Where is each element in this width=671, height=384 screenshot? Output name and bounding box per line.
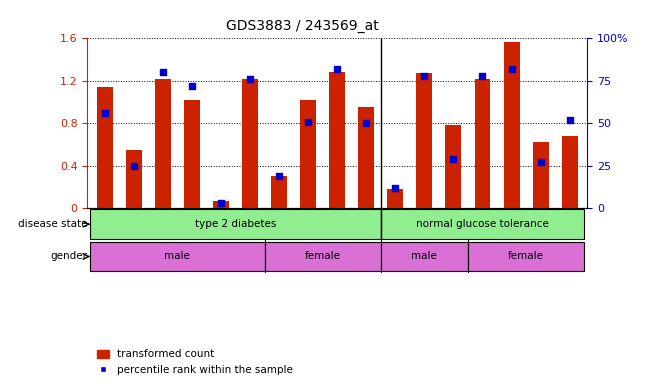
Bar xyxy=(446,125,462,208)
Point xyxy=(535,159,546,165)
Text: female: female xyxy=(305,252,341,262)
Text: female: female xyxy=(508,252,544,262)
Point xyxy=(274,173,285,179)
Bar xyxy=(358,107,374,208)
Point xyxy=(128,162,139,169)
Legend: transformed count, percentile rank within the sample: transformed count, percentile rank withi… xyxy=(93,345,297,379)
Bar xyxy=(97,87,113,208)
Point xyxy=(215,200,226,206)
Point xyxy=(158,69,168,75)
Text: type 2 diabetes: type 2 diabetes xyxy=(195,219,276,229)
Bar xyxy=(562,136,578,208)
Point xyxy=(99,110,110,116)
Bar xyxy=(213,200,229,208)
Point xyxy=(361,120,372,126)
Bar xyxy=(184,100,200,208)
Bar xyxy=(90,242,264,271)
Point xyxy=(331,66,342,72)
Point xyxy=(303,118,313,124)
Point xyxy=(187,83,197,89)
Point xyxy=(477,73,488,79)
Point xyxy=(245,76,256,82)
Bar xyxy=(387,189,403,208)
Text: GDS3883 / 243569_at: GDS3883 / 243569_at xyxy=(225,19,378,33)
Bar xyxy=(533,142,549,208)
Bar xyxy=(155,79,171,208)
Bar xyxy=(329,72,345,208)
Bar xyxy=(380,209,584,239)
Text: male: male xyxy=(411,252,437,262)
Bar xyxy=(125,150,142,208)
Bar xyxy=(468,242,584,271)
Bar xyxy=(271,176,287,208)
Bar xyxy=(474,79,491,208)
Point xyxy=(448,156,459,162)
Text: normal glucose tolerance: normal glucose tolerance xyxy=(416,219,549,229)
Point xyxy=(390,185,401,191)
Text: disease state: disease state xyxy=(18,219,88,229)
Bar xyxy=(242,79,258,208)
Bar xyxy=(417,73,432,208)
Text: male: male xyxy=(164,252,191,262)
Bar xyxy=(503,41,519,208)
Bar xyxy=(264,242,380,271)
Point xyxy=(564,117,575,123)
Bar xyxy=(380,242,468,271)
Point xyxy=(506,66,517,72)
Text: gender: gender xyxy=(51,252,88,262)
Bar xyxy=(300,100,316,208)
Point xyxy=(419,73,429,79)
Bar xyxy=(90,209,380,239)
